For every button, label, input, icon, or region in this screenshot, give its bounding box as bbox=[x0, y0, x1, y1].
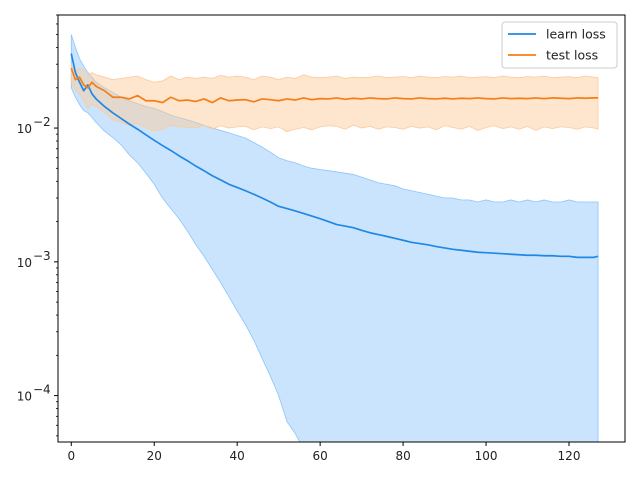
confidence-bands bbox=[70, 34, 599, 442]
line-learn-loss bbox=[70, 53, 599, 259]
line-test-loss bbox=[70, 67, 599, 104]
y-tick-exponent: −2 bbox=[33, 115, 51, 129]
x-tick-label: 120 bbox=[558, 449, 581, 463]
x-tick-label: 0 bbox=[67, 449, 75, 463]
x-tick-label: 40 bbox=[230, 449, 245, 463]
legend-label: learn loss bbox=[546, 27, 606, 42]
band-learn-loss bbox=[70, 34, 599, 442]
x-tick-label: 20 bbox=[147, 449, 162, 463]
x-axis: 0 20 40 60 80 100 120 bbox=[67, 442, 580, 463]
y-tick-label: 10 bbox=[17, 390, 32, 404]
x-tick-label: 80 bbox=[395, 449, 410, 463]
series-lines bbox=[70, 53, 599, 259]
legend: learn loss test loss bbox=[501, 21, 618, 69]
x-tick-label: 60 bbox=[312, 449, 327, 463]
y-tick-exponent: −3 bbox=[33, 249, 51, 263]
y-tick-label: 10 bbox=[17, 122, 32, 136]
y-tick-label: 10 bbox=[17, 256, 32, 270]
legend-label: test loss bbox=[546, 48, 598, 63]
y-axis: 10−410−310−2 bbox=[17, 14, 58, 437]
y-tick-exponent: −4 bbox=[33, 383, 51, 397]
plot-frame bbox=[57, 14, 626, 443]
x-tick-label: 100 bbox=[475, 449, 498, 463]
